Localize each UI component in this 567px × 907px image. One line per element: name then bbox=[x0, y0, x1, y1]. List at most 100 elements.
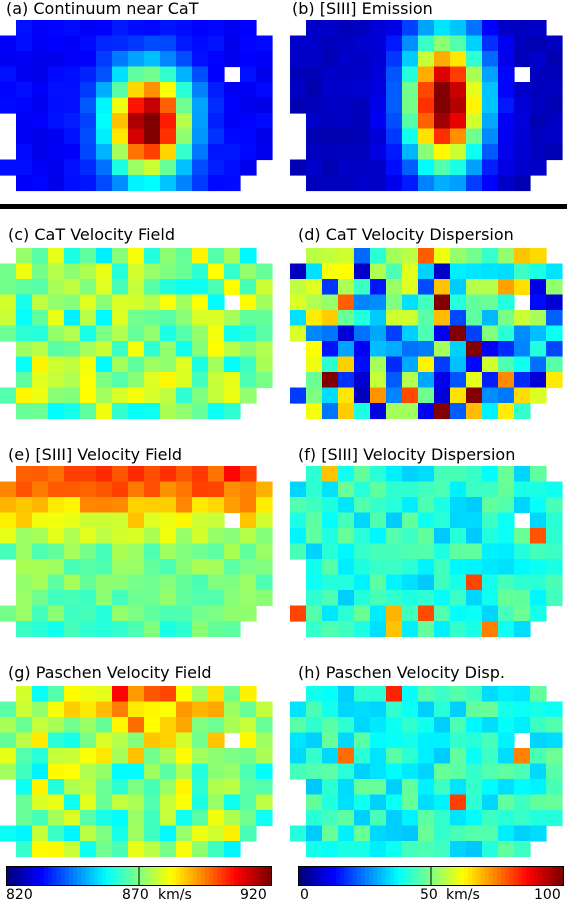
map-pixel bbox=[338, 528, 355, 545]
map-pixel bbox=[370, 310, 387, 327]
map-pixel bbox=[192, 66, 209, 83]
map-pixel bbox=[176, 20, 193, 37]
colorbar-segment bbox=[550, 867, 556, 885]
map-pixel bbox=[514, 159, 531, 176]
map-pixel bbox=[192, 497, 209, 514]
map-pixel bbox=[354, 497, 371, 514]
map-pixel bbox=[338, 497, 355, 514]
map-pixel bbox=[208, 82, 225, 99]
map-pixel bbox=[208, 590, 225, 607]
map-pixel bbox=[514, 621, 531, 638]
map-pixel bbox=[192, 310, 209, 327]
colorbar-segment bbox=[505, 867, 510, 885]
map-pixel bbox=[208, 794, 225, 811]
colorbar-segment bbox=[348, 867, 354, 885]
map-pixel bbox=[482, 294, 499, 311]
map-pixel bbox=[80, 763, 97, 780]
map-pixel bbox=[354, 113, 371, 130]
map-pixel bbox=[192, 159, 209, 176]
colorbar-segment bbox=[60, 867, 66, 885]
map-pixel bbox=[386, 294, 403, 311]
colorbar-segment bbox=[11, 867, 16, 885]
map-pixel bbox=[192, 686, 209, 703]
map-pixel bbox=[306, 248, 323, 265]
map-pixel bbox=[176, 605, 193, 622]
map-pixel bbox=[256, 574, 273, 591]
map-pixel bbox=[128, 732, 145, 749]
map-pixel bbox=[112, 686, 129, 703]
map-pixel bbox=[112, 497, 129, 514]
colorbar-segment bbox=[360, 867, 366, 885]
map-pixel bbox=[32, 621, 49, 638]
map-pixel bbox=[80, 559, 97, 576]
map-pixel bbox=[48, 810, 65, 827]
map-pixel bbox=[224, 356, 241, 373]
map-pixel bbox=[0, 512, 17, 529]
map-pixel bbox=[144, 341, 161, 358]
map-pixel bbox=[80, 356, 97, 373]
map-pixel bbox=[402, 279, 419, 296]
map-pixel bbox=[530, 144, 547, 161]
map-pixel bbox=[112, 481, 129, 498]
map-pixel bbox=[144, 51, 161, 68]
map-pixel bbox=[128, 113, 145, 130]
map-pixel bbox=[386, 497, 403, 514]
map-pixel bbox=[386, 590, 403, 607]
map-pixel bbox=[48, 341, 65, 358]
map-pixel bbox=[498, 497, 515, 514]
map-pixel bbox=[32, 279, 49, 296]
map-pixel bbox=[466, 794, 483, 811]
map-pixel bbox=[64, 466, 81, 483]
map-pixel bbox=[466, 559, 483, 576]
colorbar-segment bbox=[176, 867, 181, 885]
map-pixel bbox=[482, 325, 499, 342]
map-pixel bbox=[546, 279, 563, 296]
map-pixel bbox=[354, 559, 371, 576]
map-pixel bbox=[96, 248, 113, 265]
velocity-mid-label: 870 bbox=[122, 887, 149, 903]
map-pixel bbox=[224, 590, 241, 607]
map-pixel bbox=[370, 51, 387, 68]
map-pixel bbox=[482, 387, 499, 404]
map-pixel bbox=[306, 543, 323, 560]
map-pixel bbox=[546, 113, 563, 130]
map-pixel bbox=[48, 325, 65, 342]
map-pixel bbox=[80, 35, 97, 52]
map-pixel bbox=[48, 263, 65, 280]
map-pixel bbox=[482, 574, 499, 591]
map-pixel bbox=[386, 794, 403, 811]
map-pixel bbox=[144, 841, 161, 858]
map-pixel bbox=[240, 732, 257, 749]
map-pixel bbox=[482, 686, 499, 703]
map-pixel bbox=[0, 35, 17, 52]
map-pixel bbox=[112, 66, 129, 83]
map-pixel bbox=[370, 175, 387, 192]
map-pixel bbox=[498, 574, 515, 591]
map-pixel bbox=[0, 279, 17, 296]
map-pixel bbox=[80, 144, 97, 161]
map-pixel bbox=[48, 20, 65, 37]
map-pixel bbox=[112, 144, 129, 161]
map-pixel bbox=[482, 175, 499, 192]
map-pixel bbox=[176, 559, 193, 576]
map-pixel bbox=[128, 497, 145, 514]
map-pixel bbox=[16, 294, 33, 311]
map-pixel bbox=[514, 559, 531, 576]
map-pixel bbox=[128, 82, 145, 99]
colorbar-segment bbox=[459, 867, 465, 885]
map-pixel bbox=[192, 341, 209, 358]
map-pixel bbox=[240, 512, 257, 529]
map-pixel bbox=[128, 66, 145, 83]
map-pixel bbox=[96, 279, 113, 296]
map-pixel bbox=[498, 590, 515, 607]
map-pixel bbox=[370, 35, 387, 52]
map-pixel bbox=[112, 528, 129, 545]
map-pixel bbox=[530, 512, 547, 529]
map-pixel bbox=[434, 387, 451, 404]
map-pixel bbox=[546, 294, 563, 311]
map-pixel bbox=[64, 794, 81, 811]
map-pixel bbox=[338, 779, 355, 796]
map-pixel bbox=[322, 82, 339, 99]
velocity-unit-label: km/s bbox=[158, 887, 192, 903]
map-pixel bbox=[546, 528, 563, 545]
